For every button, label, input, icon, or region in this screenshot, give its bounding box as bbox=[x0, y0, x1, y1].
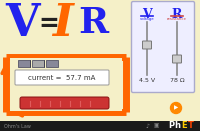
FancyBboxPatch shape bbox=[172, 55, 182, 63]
Text: V: V bbox=[142, 8, 152, 21]
Text: 78 Ω: 78 Ω bbox=[170, 78, 184, 83]
FancyBboxPatch shape bbox=[132, 1, 194, 92]
Text: V: V bbox=[5, 2, 40, 45]
FancyBboxPatch shape bbox=[15, 70, 109, 85]
Text: P: P bbox=[168, 121, 174, 130]
Text: E: E bbox=[181, 121, 187, 130]
FancyBboxPatch shape bbox=[18, 60, 30, 67]
Text: ▶: ▶ bbox=[174, 105, 179, 111]
FancyBboxPatch shape bbox=[46, 60, 58, 67]
Bar bbox=[0, 121, 200, 131]
Circle shape bbox=[170, 102, 182, 113]
Text: current =  57.7 mA: current = 57.7 mA bbox=[28, 75, 96, 81]
Text: resistance: resistance bbox=[167, 17, 187, 21]
Text: ▣: ▣ bbox=[153, 124, 159, 129]
Text: R: R bbox=[78, 6, 108, 40]
Text: voltage: voltage bbox=[140, 17, 154, 21]
FancyBboxPatch shape bbox=[20, 97, 109, 109]
Text: ♪: ♪ bbox=[145, 124, 149, 129]
Text: =: = bbox=[38, 12, 59, 36]
Text: 4.5 V: 4.5 V bbox=[139, 78, 155, 83]
Bar bbox=[10, 58, 122, 111]
Text: R: R bbox=[172, 8, 182, 21]
Text: T: T bbox=[188, 121, 193, 130]
Text: I: I bbox=[52, 2, 73, 45]
FancyBboxPatch shape bbox=[142, 41, 152, 49]
FancyBboxPatch shape bbox=[32, 60, 44, 67]
Text: Ohm's Law: Ohm's Law bbox=[4, 124, 31, 129]
Text: h: h bbox=[174, 121, 180, 130]
